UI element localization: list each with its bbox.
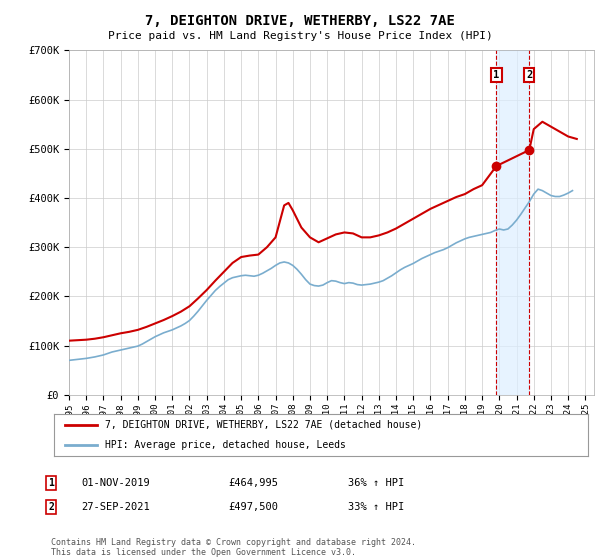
Text: Contains HM Land Registry data © Crown copyright and database right 2024.
This d: Contains HM Land Registry data © Crown c… bbox=[51, 538, 416, 557]
Text: 1: 1 bbox=[48, 478, 54, 488]
Text: 7, DEIGHTON DRIVE, WETHERBY, LS22 7AE: 7, DEIGHTON DRIVE, WETHERBY, LS22 7AE bbox=[145, 14, 455, 28]
Text: Price paid vs. HM Land Registry's House Price Index (HPI): Price paid vs. HM Land Registry's House … bbox=[107, 31, 493, 41]
Text: 01-NOV-2019: 01-NOV-2019 bbox=[81, 478, 150, 488]
Text: 33% ↑ HPI: 33% ↑ HPI bbox=[348, 502, 404, 512]
Text: £464,995: £464,995 bbox=[228, 478, 278, 488]
Text: £497,500: £497,500 bbox=[228, 502, 278, 512]
Text: HPI: Average price, detached house, Leeds: HPI: Average price, detached house, Leed… bbox=[105, 440, 346, 450]
Text: 1: 1 bbox=[493, 70, 500, 80]
Text: 36% ↑ HPI: 36% ↑ HPI bbox=[348, 478, 404, 488]
Text: 2: 2 bbox=[526, 70, 532, 80]
Text: 2: 2 bbox=[48, 502, 54, 512]
Text: 7, DEIGHTON DRIVE, WETHERBY, LS22 7AE (detached house): 7, DEIGHTON DRIVE, WETHERBY, LS22 7AE (d… bbox=[105, 420, 422, 430]
Bar bbox=[496, 50, 529, 395]
Text: 27-SEP-2021: 27-SEP-2021 bbox=[81, 502, 150, 512]
